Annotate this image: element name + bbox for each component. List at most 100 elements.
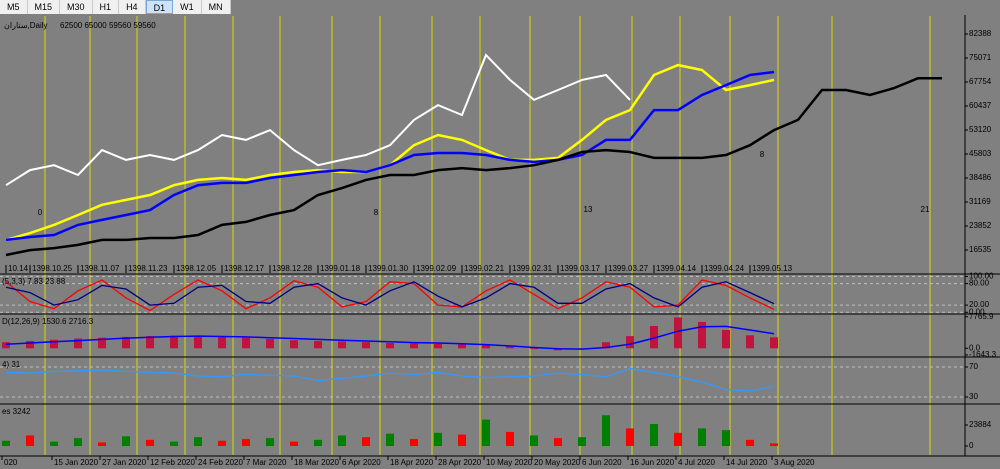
- bar: [290, 340, 298, 349]
- bar: [530, 348, 538, 350]
- indicator-label: D(12,26,9) 1530.6 2716.3: [2, 317, 94, 326]
- timeframe-button[interactable]: H1: [93, 0, 120, 14]
- x-tick-label: 1399.03.17: [560, 264, 601, 273]
- bar: [218, 336, 226, 349]
- y-tick-label: 67754: [969, 77, 992, 86]
- bar: [746, 439, 754, 447]
- timeframe-button[interactable]: M30: [60, 0, 93, 14]
- y-tick-label: 23852: [969, 221, 992, 230]
- bar: [50, 339, 58, 349]
- x-tick-label: 1399.02.31: [512, 264, 553, 273]
- bar: [602, 342, 610, 349]
- time-label: 6 Jun 2020: [582, 458, 622, 467]
- chart-title: ستاران,Daily: [4, 21, 48, 30]
- bar: [434, 432, 442, 447]
- timeframe-button[interactable]: H4: [119, 0, 146, 14]
- y-tick-label: 31169: [969, 197, 991, 206]
- bar: [722, 330, 730, 349]
- bar: [770, 337, 778, 349]
- timeframe-button[interactable]: W1: [173, 0, 202, 14]
- time-label: 16 Jun 2020: [630, 458, 675, 467]
- bar: [770, 443, 778, 447]
- bar: [506, 346, 514, 349]
- y-tick-label: 23884: [969, 420, 992, 429]
- y-tick-label: 30: [969, 392, 978, 401]
- bar: [362, 342, 370, 349]
- time-label: 6 Apr 2020: [342, 458, 381, 467]
- bar: [170, 335, 178, 349]
- time-label: 10 May 2020: [486, 458, 533, 467]
- x-tick-label: 1398.12.05: [176, 264, 217, 273]
- bar: [578, 437, 586, 447]
- bar: [98, 337, 106, 349]
- bar: [26, 435, 34, 447]
- x-tick-label: 1399.04.14: [656, 264, 697, 273]
- y-tick-label: 75071: [969, 53, 992, 62]
- y-tick-label: 0.00: [969, 307, 985, 316]
- bar: [338, 435, 346, 447]
- time-label: 7 Mar 2020: [246, 458, 287, 467]
- annotation: 8: [760, 150, 765, 159]
- indicator-line: [5, 70, 775, 242]
- bar: [146, 439, 154, 447]
- bar: [194, 336, 202, 349]
- time-label: 20 May 2020: [534, 458, 581, 467]
- annotation: 0: [38, 208, 43, 217]
- indicator-line: [5, 279, 775, 312]
- bar: [674, 317, 682, 349]
- x-tick-label: 1398.10.25: [32, 264, 73, 273]
- bar: [290, 441, 298, 447]
- bar: [626, 428, 634, 447]
- chart-subtitle: 62500 65000 59560 59560: [60, 21, 156, 30]
- indicator-line: [5, 325, 775, 350]
- x-tick-label: 1399.02.21: [464, 264, 505, 273]
- timeframe-button[interactable]: MN: [202, 0, 231, 14]
- x-tick-label: 10.14: [8, 264, 29, 273]
- annotation: 21: [921, 205, 930, 214]
- bar: [50, 441, 58, 447]
- indicator-line: [5, 367, 775, 392]
- bar: [26, 340, 34, 349]
- y-tick-label: 38486: [969, 173, 992, 182]
- timeframe-toolbar: M5 M15 M30 H1 H4 D1 W1 MN: [0, 0, 231, 14]
- timeframe-button[interactable]: M15: [28, 0, 61, 14]
- y-tick-label: 20.00: [969, 300, 990, 309]
- indicator-line: [5, 281, 775, 308]
- time-label: 18 Apr 2020: [390, 458, 434, 467]
- bar: [458, 344, 466, 349]
- bar: [74, 438, 82, 447]
- bar: [698, 321, 706, 349]
- x-tick-label: 1398.11.07: [80, 264, 120, 273]
- bar: [386, 433, 394, 447]
- bar: [626, 336, 634, 349]
- y-tick-label: 16535: [969, 245, 992, 254]
- indicator-label: 4) 31: [2, 360, 21, 369]
- bar: [722, 430, 730, 447]
- x-tick-label: 1399.05.13: [752, 264, 793, 273]
- x-tick-label: 1399.02.09: [416, 264, 457, 273]
- bar: [314, 439, 322, 447]
- bar: [362, 437, 370, 447]
- bar: [314, 340, 322, 349]
- time-label: 14 Jul 2020: [726, 458, 768, 467]
- x-tick-label: 1399.01.18: [320, 264, 361, 273]
- bar: [506, 431, 514, 447]
- bar: [338, 341, 346, 349]
- bar: [650, 325, 658, 349]
- bar: [698, 428, 706, 447]
- timeframe-button[interactable]: D1: [145, 0, 174, 14]
- x-tick-label: 1399.01.30: [368, 264, 409, 273]
- bar: [170, 441, 178, 447]
- time-label: 28 Apr 2020: [438, 458, 482, 467]
- bar: [410, 438, 418, 447]
- y-tick-label: 7765.9: [969, 312, 994, 321]
- x-tick-label: 1398.12.17: [224, 264, 265, 273]
- y-tick-label: 100.00: [969, 272, 994, 281]
- bar: [2, 440, 10, 447]
- bar: [218, 440, 226, 447]
- timeframe-button[interactable]: M5: [0, 0, 28, 14]
- time-label: 15 Jan 2020: [54, 458, 99, 467]
- time-label: 12 Feb 2020: [150, 458, 195, 467]
